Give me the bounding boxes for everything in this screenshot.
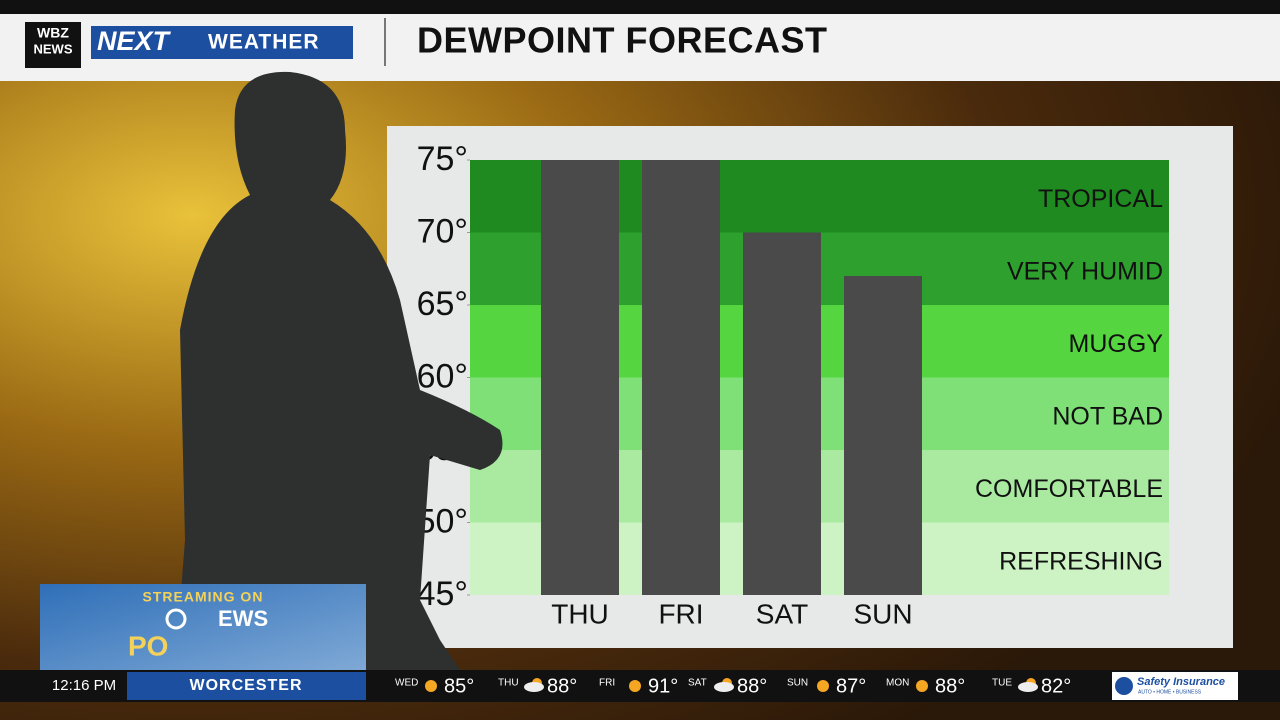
ticker-time: 12:16 PM xyxy=(52,677,116,694)
ticker-day: WED xyxy=(395,678,418,689)
ticker-temp: 87° xyxy=(836,675,866,697)
ticker-day: FRI xyxy=(599,678,615,689)
bar xyxy=(844,276,922,595)
brand-next: NEXT xyxy=(97,26,172,56)
cloud-icon xyxy=(524,682,544,692)
ticker-day: SUN xyxy=(787,678,808,689)
ticker-day: TUE xyxy=(992,678,1012,689)
ticker-day: MON xyxy=(886,678,909,689)
promo-line1: STREAMING ON xyxy=(143,589,264,605)
ticker-location: WORCESTER xyxy=(190,677,303,694)
y-tick-label: 70° xyxy=(417,212,468,250)
promo-line3: PO xyxy=(128,630,168,661)
x-tick-label: FRI xyxy=(658,598,703,629)
band-label: COMFORTABLE xyxy=(975,475,1163,503)
ticker-day: SAT xyxy=(688,678,707,689)
cbs-eye xyxy=(165,608,187,630)
promo-line2: EWS xyxy=(218,606,268,631)
x-tick-label: SUN xyxy=(853,598,912,629)
ticker-days: WED 85° THU 88° FRI 91° SAT 88° SUN 87° MON 88° TUE 8… xyxy=(395,675,1071,697)
sponsor-name: Safety Insurance xyxy=(1137,676,1225,688)
ticker-temp: 91° xyxy=(648,675,678,697)
band-label: MUGGY xyxy=(1069,330,1164,358)
band-label: VERY HUMID xyxy=(1007,257,1163,285)
y-tick-label: 65° xyxy=(417,285,468,323)
band-label: TROPICAL xyxy=(1038,185,1163,213)
bar xyxy=(642,160,720,595)
station-top: WBZ xyxy=(37,25,69,41)
presenter xyxy=(175,71,503,670)
chart-title: DEWPOINT FORECAST xyxy=(417,20,828,61)
plot: REFRESHING COMFORTABLE NOT BAD MUGGY VERY HU… xyxy=(417,140,1169,629)
station-bottom: NEWS xyxy=(34,41,73,56)
ticker-temp: 88° xyxy=(935,675,965,697)
cloud-icon xyxy=(1018,682,1038,692)
brand-box xyxy=(91,26,353,59)
sun-icon xyxy=(817,680,829,692)
x-tick-label: THU xyxy=(551,598,609,629)
bar xyxy=(743,232,821,595)
sun-icon xyxy=(629,680,641,692)
station-logo xyxy=(25,22,81,68)
location-box xyxy=(127,672,366,700)
ticker-temp: 85° xyxy=(444,675,474,697)
top-strip xyxy=(0,0,1280,14)
ticker-day: THU xyxy=(498,678,519,689)
ticker-temp: 88° xyxy=(547,675,577,697)
sponsor-icon xyxy=(1115,677,1133,695)
sun-icon xyxy=(425,680,437,692)
y-tick-label: 75° xyxy=(417,140,468,178)
sun-icon xyxy=(916,680,928,692)
band-label: NOT BAD xyxy=(1052,402,1163,430)
bar xyxy=(541,160,619,595)
y-tick-label: 60° xyxy=(417,357,468,395)
sponsor-tag: AUTO • HOME • BUSINESS xyxy=(1138,689,1202,695)
ticker-temp: 88° xyxy=(737,675,767,697)
band-label: REFRESHING xyxy=(999,547,1163,575)
brand-weather: WEATHER xyxy=(208,31,320,54)
promo-box xyxy=(40,584,366,670)
cloud-icon xyxy=(714,682,734,692)
y-tick-label: 45° xyxy=(417,575,468,613)
x-tick-label: SAT xyxy=(756,598,808,629)
ticker-temp: 82° xyxy=(1041,675,1071,697)
